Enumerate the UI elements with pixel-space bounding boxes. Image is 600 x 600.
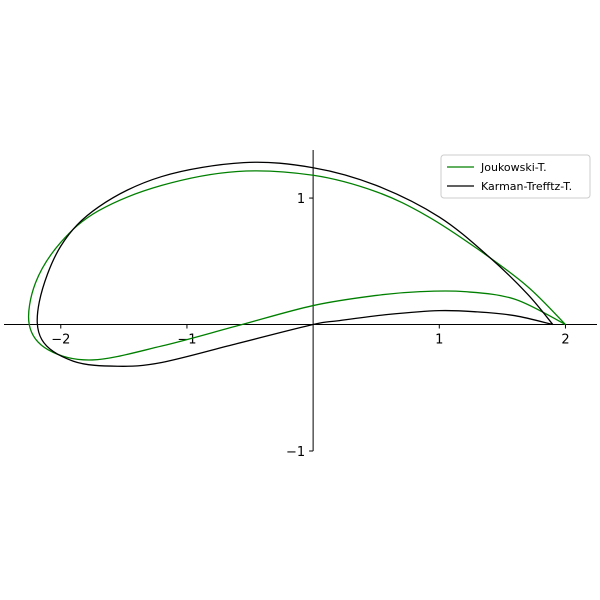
x-tick-label: −2	[51, 333, 70, 348]
legend: Joukowski-T. Karman-Trefftz-T.	[440, 154, 591, 199]
x-tick-label: 1	[435, 333, 443, 348]
y-tick-label: −1	[286, 445, 305, 460]
x-tick-label: 2	[561, 333, 569, 348]
series-line-karman-trefftz	[36, 161, 554, 367]
series-layer	[27, 161, 566, 367]
legend-label: Joukowski-T.	[480, 161, 547, 174]
ticks: −2 −1 1 2−11	[51, 192, 569, 460]
y-tick-label: 1	[297, 192, 305, 207]
axes	[4, 150, 597, 451]
legend-box	[440, 154, 591, 199]
series-line-joukowski	[27, 170, 566, 361]
legend-label: Karman-Trefftz-T.	[481, 180, 572, 193]
